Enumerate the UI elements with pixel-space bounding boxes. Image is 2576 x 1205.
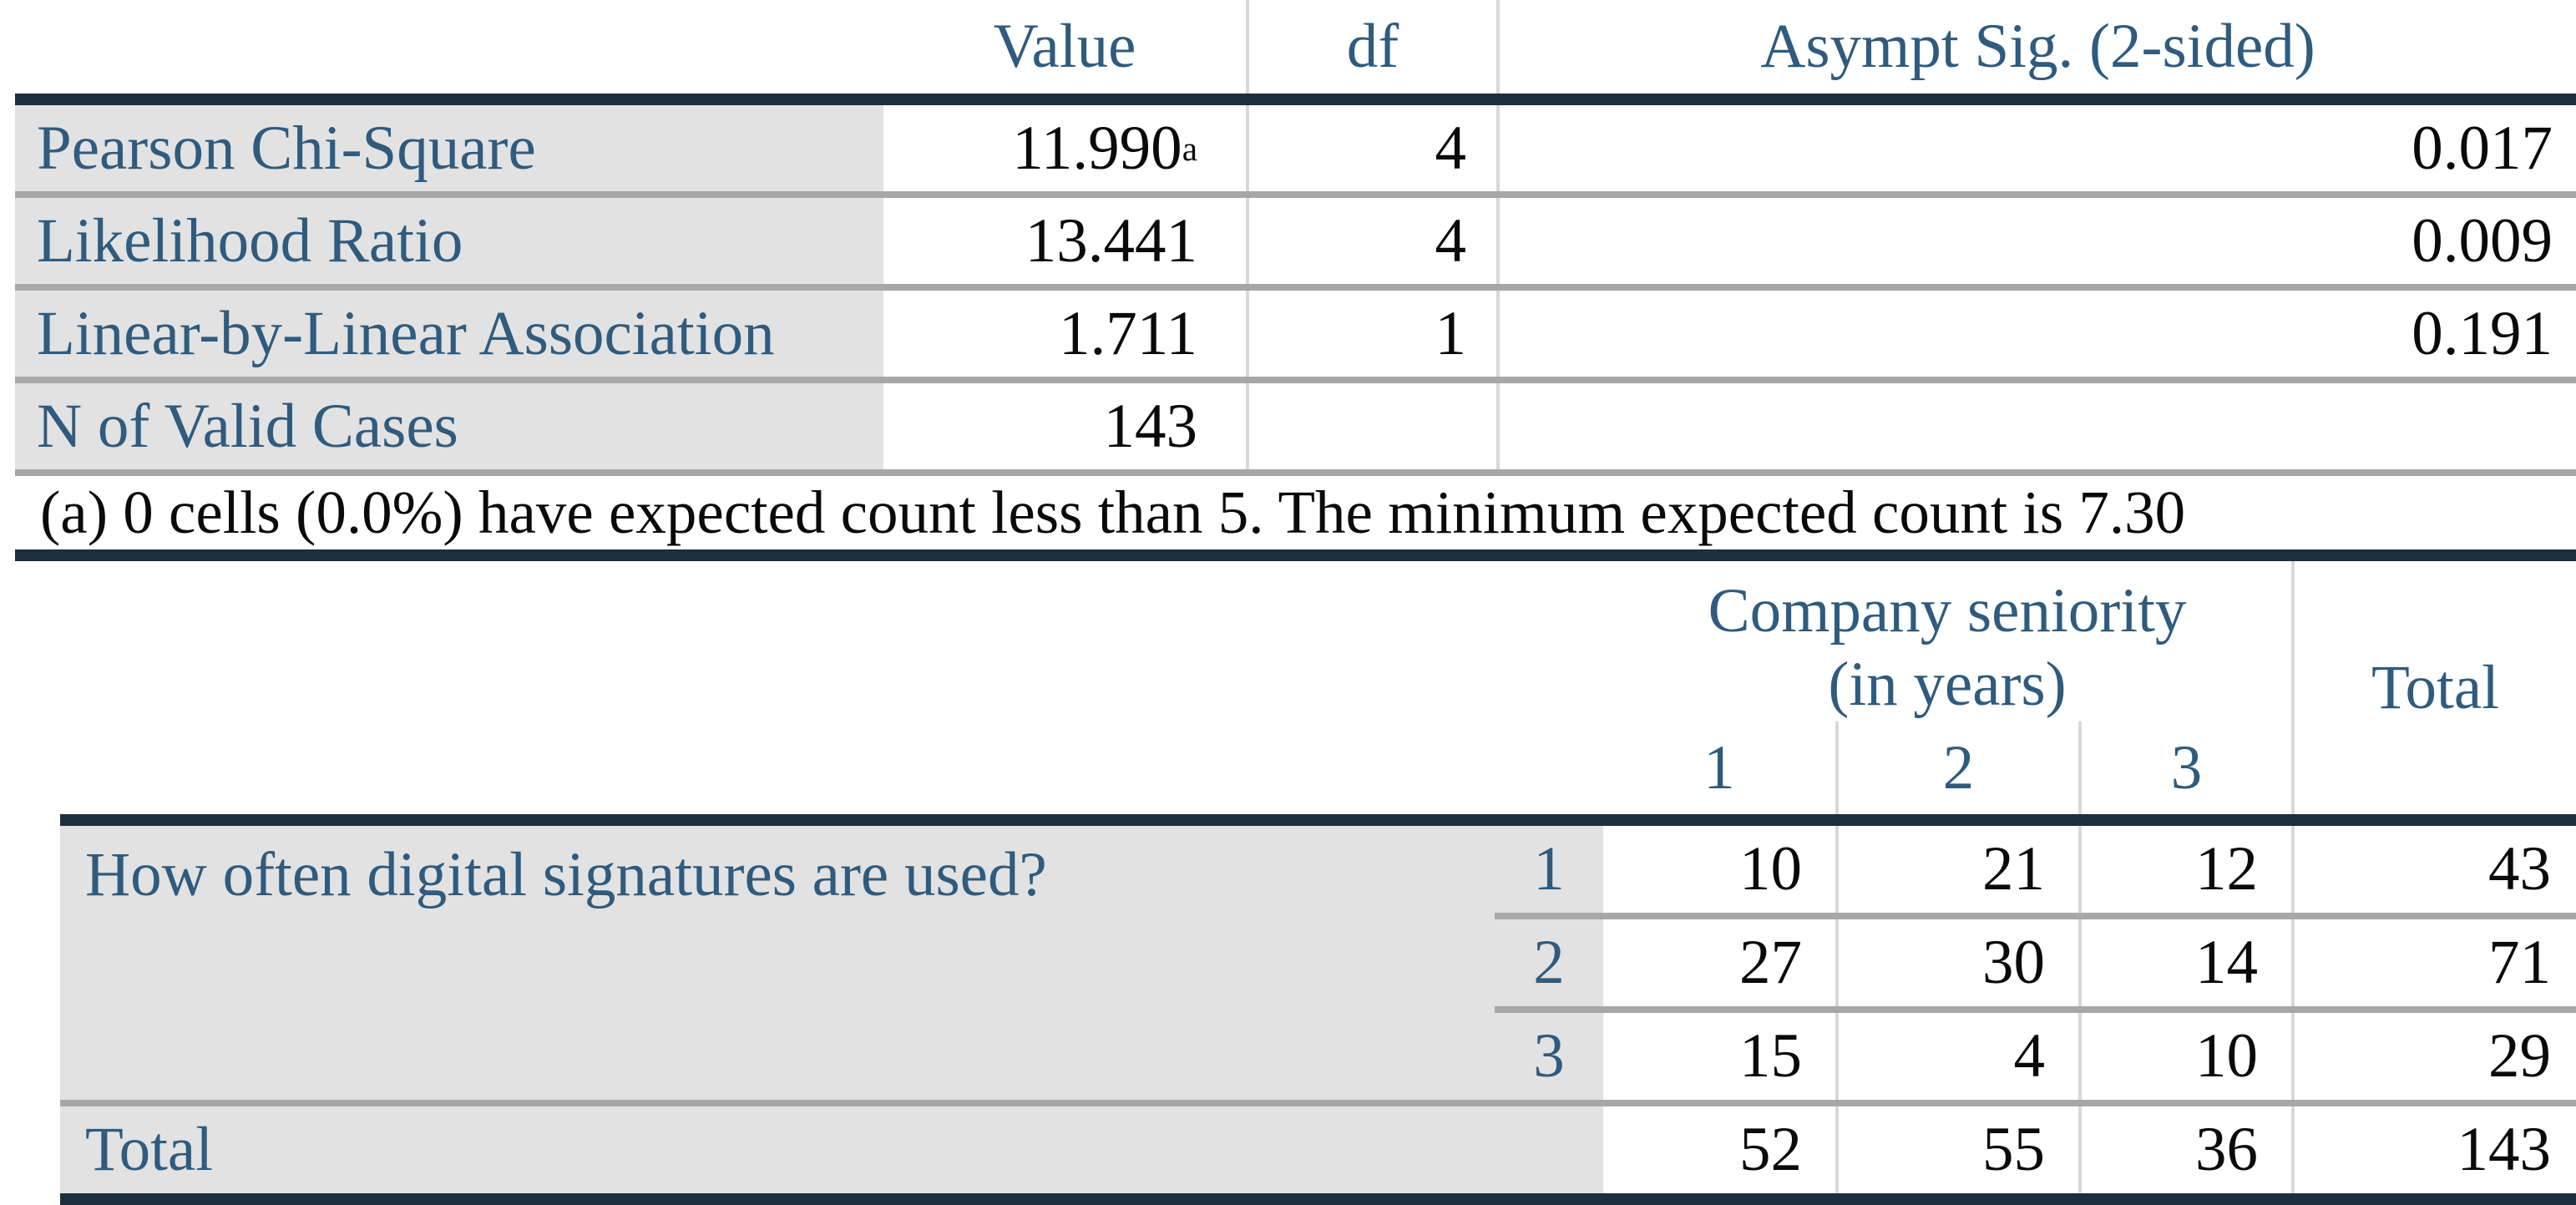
df-cell: 4 [1249, 198, 1500, 284]
header-rule [15, 94, 2576, 105]
table-row-2: 2 27 30 14 71 [60, 919, 2576, 1006]
df-cell: 4 [1249, 105, 1500, 191]
table-row-n-valid: N of Valid Cases 143 [15, 383, 2576, 469]
question-cell: How often digital signatures are used? [60, 826, 1495, 913]
question-cell-fill [60, 1013, 1495, 1100]
cell: 30 [1835, 919, 2078, 1006]
cell: 27 [1739, 928, 1802, 997]
row-label: Likelihood Ratio [15, 198, 883, 284]
header-df: df [1249, 0, 1500, 94]
question-label: How often digital signatures are used? [85, 840, 1047, 909]
group-title-line2: (in years) [1828, 650, 2067, 719]
cell: 4 [1835, 1013, 2078, 1100]
header-asympt-sig: Asympt Sig. (2-sided) [1760, 12, 2315, 81]
table-row-linear: Linear-by-Linear Association 1.711 1 0.1… [15, 291, 2576, 377]
sub-row-label-empty [1495, 1106, 1603, 1193]
cell: 15 [1739, 1021, 1802, 1091]
row-label: N of Valid Cases [15, 383, 883, 469]
table-row-likelihood: Likelihood Ratio 13.441 4 0.009 [15, 198, 2576, 284]
separator-line [1495, 913, 2576, 919]
row-label: Pearson Chi-Square [15, 105, 883, 191]
header-empty-cell [15, 0, 883, 94]
table-row-pearson: Pearson Chi-Square 11.990 a 4 0.017 [15, 105, 2576, 191]
value-cell: 11.990 a [883, 105, 1249, 191]
question-cell-fill [60, 919, 1495, 1006]
sig-cell: 0.017 [2412, 113, 2553, 183]
sub-row-label: 3 [1495, 1013, 1603, 1100]
cell: 21 [1835, 826, 2078, 913]
df-cell [1249, 383, 1500, 469]
chi-square-header-row: Value df Asympt Sig. (2-sided) [15, 0, 2576, 94]
table-row-3: 3 15 4 10 29 [60, 1013, 2576, 1100]
row-total-cell: 43 [2291, 826, 2576, 913]
sub-row-label: 1 [1495, 826, 1603, 913]
header-rule [60, 814, 2576, 826]
column-group: Company seniority (in years) 1 2 3 [1603, 561, 2291, 814]
row-label: Linear-by-Linear Association [15, 291, 883, 377]
col-header-3: 3 [2078, 721, 2291, 814]
table-footnote: (a) 0 cells (0.0%) have expected count l… [15, 476, 2576, 549]
total-cell: 52 [1739, 1115, 1802, 1184]
grand-total-cell: 143 [2291, 1106, 2576, 1193]
row-separator [15, 377, 2576, 383]
df-cell: 1 [1249, 291, 1500, 377]
value-number: 11.990 [1012, 113, 1182, 183]
row-separator [15, 284, 2576, 291]
row-total-cell: 71 [2291, 919, 2576, 1006]
crosstab-table: Company seniority (in years) 1 2 3 Total… [60, 561, 2576, 1205]
total-row-label: Total [60, 1106, 1495, 1193]
table-bottom-rule [15, 549, 2576, 561]
row-separator [15, 191, 2576, 198]
sig-cell: 0.191 [2412, 298, 2553, 368]
sig-cell [1500, 383, 2576, 469]
table-row-1: How often digital signatures are used? 1… [60, 826, 2576, 913]
value-cell: 143 [883, 383, 1249, 469]
crosstab-header: Company seniority (in years) 1 2 3 Total [60, 561, 2576, 814]
col-header-2: 2 [1835, 721, 2078, 814]
cell: 12 [2078, 826, 2291, 913]
spanned-label-fill [60, 913, 1495, 919]
table-bottom-rule [60, 1193, 2576, 1205]
value-cell: 1.711 [883, 291, 1249, 377]
cell: 14 [2078, 919, 2291, 1006]
header-empty-cell [60, 561, 1603, 814]
sub-row-label: 2 [1495, 919, 1603, 1006]
spanned-label-fill [60, 1006, 1495, 1013]
total-row: Total 52 55 36 143 [60, 1106, 2576, 1193]
group-column-headers: 1 2 3 [1603, 721, 2291, 814]
row-separator [60, 1006, 2576, 1013]
header-value: Value [883, 0, 1249, 94]
total-row-separator [60, 1100, 2576, 1106]
total-cell: 55 [1835, 1106, 2078, 1193]
cell: 10 [2078, 1013, 2291, 1100]
sig-cell: 0.009 [2412, 205, 2553, 276]
total-cell: 36 [2078, 1106, 2291, 1193]
chi-square-table: Value df Asympt Sig. (2-sided) Pearson C… [15, 0, 2576, 561]
total-column-header: Total [2291, 561, 2576, 814]
separator-line [1495, 1006, 2576, 1013]
row-total-cell: 29 [2291, 1013, 2576, 1100]
cell: 10 [1739, 834, 1802, 904]
col-header-1: 1 [1703, 732, 1735, 802]
row-separator [15, 469, 2576, 476]
group-title-line1: Company seniority [1708, 576, 2187, 646]
value-cell: 13.441 [883, 198, 1249, 284]
row-separator [60, 913, 2576, 919]
